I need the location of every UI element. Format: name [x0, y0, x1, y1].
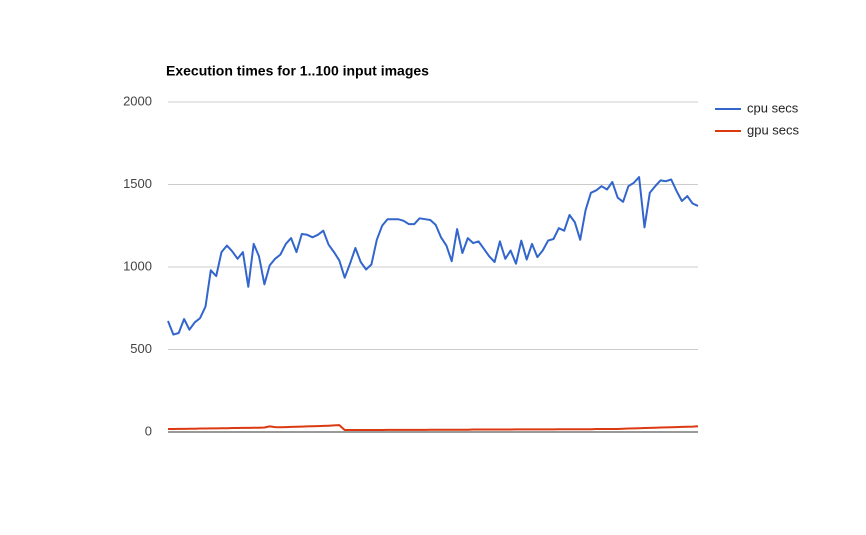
y-tick-label: 500 — [130, 341, 152, 356]
series-line — [168, 424, 699, 431]
y-tick-label: 2000 — [123, 93, 152, 108]
legend-label: gpu secs — [747, 122, 800, 137]
y-tick-label: 0 — [145, 423, 152, 438]
legend-label: cpu secs — [747, 100, 799, 115]
series-line — [167, 176, 699, 336]
y-tick-label: 1500 — [123, 176, 152, 191]
chart-title: Execution times for 1..100 input images — [166, 63, 429, 79]
y-tick-label: 1000 — [123, 258, 152, 273]
